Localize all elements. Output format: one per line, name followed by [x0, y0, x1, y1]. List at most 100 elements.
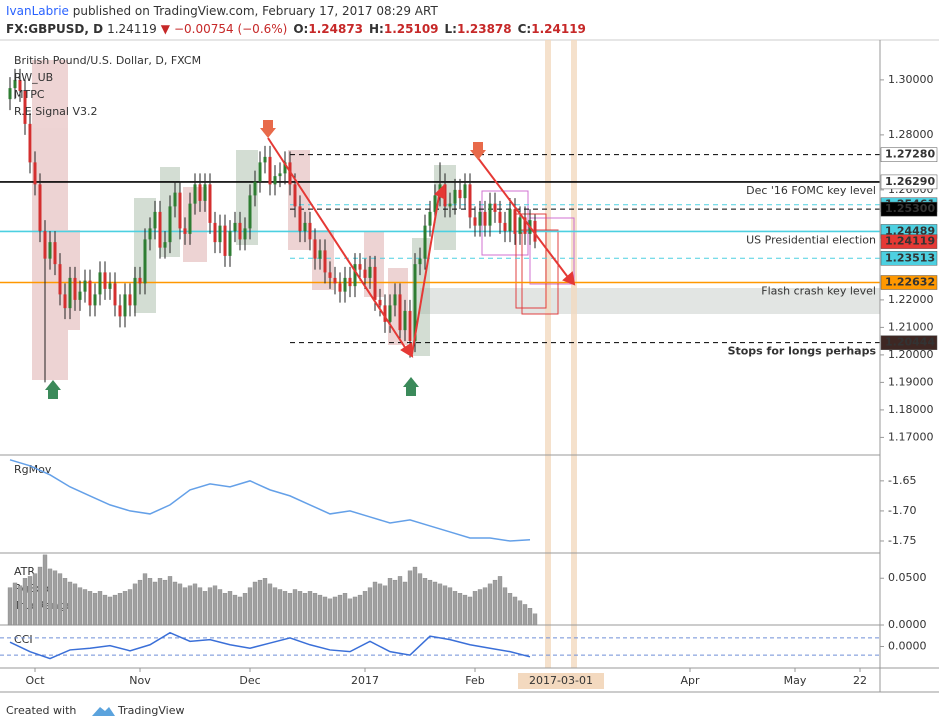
footer-text: Created with	[6, 704, 76, 717]
buy-marker	[406, 387, 416, 396]
x-tick-label: Oct	[25, 674, 45, 687]
bar	[397, 576, 403, 626]
quote-part: C:	[518, 22, 532, 36]
bar	[512, 596, 518, 626]
level-note: Flash crash key level	[761, 285, 876, 298]
candle-body	[273, 176, 277, 185]
bar	[477, 589, 483, 626]
bar	[507, 593, 513, 626]
arrow	[267, 137, 409, 353]
y-tick-label: -1.70	[888, 504, 916, 517]
bar	[117, 593, 123, 626]
bar	[447, 587, 453, 626]
quote-part: 1.23878	[457, 22, 512, 36]
level-label: 1.27280	[885, 148, 935, 161]
candle-body	[18, 79, 22, 91]
sell-marker	[473, 142, 483, 151]
plot-bg	[0, 40, 880, 668]
x-tick-label: Apr	[680, 674, 700, 687]
level-label: 1.23513	[885, 251, 935, 264]
panel-title: CCI	[14, 633, 33, 646]
bar	[432, 581, 438, 626]
candle-body	[88, 280, 92, 306]
candle-body	[33, 162, 37, 185]
box	[515, 213, 547, 309]
bar	[247, 587, 253, 626]
candle-body	[428, 211, 432, 226]
bar	[467, 596, 473, 626]
candle-body	[223, 225, 227, 256]
bar	[422, 578, 428, 626]
bar	[32, 573, 38, 626]
candle-body	[318, 250, 322, 259]
bar	[327, 598, 333, 626]
candle-body	[268, 156, 272, 185]
x-tick-label: Dec	[239, 674, 260, 687]
candle-body	[113, 283, 117, 306]
box	[236, 150, 258, 245]
bar	[502, 587, 508, 626]
bar	[417, 573, 423, 626]
bar	[147, 578, 153, 626]
candle-body	[433, 195, 437, 212]
candle-body	[343, 277, 347, 292]
bar	[337, 594, 343, 626]
level-label: 1.24489	[885, 224, 935, 237]
candle-body	[68, 277, 72, 309]
y-tick-label: 1.21000	[888, 320, 934, 333]
signal-markers	[45, 120, 486, 399]
bar	[172, 581, 178, 626]
bar	[312, 593, 318, 626]
level-label: 1.22632	[885, 276, 935, 289]
candle-body	[488, 203, 492, 226]
candle-body	[508, 209, 512, 232]
candle-body	[398, 294, 402, 331]
bar	[7, 587, 13, 626]
bar	[242, 593, 248, 626]
flash-zone	[420, 288, 880, 314]
bar	[272, 587, 278, 626]
candle-body	[83, 280, 87, 292]
y-tick-label: 1.17000	[888, 430, 934, 443]
y-tick-label: -1.65	[888, 474, 916, 487]
bar	[97, 591, 103, 626]
indicator-label: R.E Signal V3.2	[14, 105, 98, 118]
candle-body	[408, 310, 412, 342]
header-line: IvanLabrie published on TradingView.com,…	[6, 4, 438, 18]
bar	[102, 594, 108, 626]
author[interactable]: IvanLabrie	[6, 4, 69, 18]
bar	[357, 594, 363, 626]
panel-title: ATR	[14, 565, 35, 578]
bar	[522, 604, 528, 626]
candle-body	[358, 264, 362, 270]
candle-body	[213, 222, 217, 243]
level-note: US Presidential election	[746, 233, 876, 246]
bar	[167, 576, 173, 626]
bar	[347, 598, 353, 626]
bar	[267, 583, 273, 626]
candle-body	[38, 184, 42, 232]
bar	[157, 578, 163, 626]
candle-body	[143, 239, 147, 284]
bar	[517, 600, 523, 626]
bar	[262, 578, 268, 626]
footer-brand[interactable]: TradingView	[117, 704, 184, 717]
candle-body	[383, 305, 387, 322]
candle-body	[403, 310, 407, 331]
candle-body	[118, 305, 122, 317]
bar	[192, 583, 198, 626]
level-box	[880, 234, 938, 249]
bar	[382, 585, 388, 626]
quote-part: 1.24119	[531, 22, 586, 36]
bar	[482, 587, 488, 626]
bar	[387, 578, 393, 626]
box	[521, 229, 559, 315]
bar	[492, 579, 498, 626]
bar	[282, 591, 288, 626]
candle-body	[368, 266, 372, 278]
bar	[367, 587, 373, 626]
box	[364, 232, 384, 297]
bar	[57, 573, 63, 626]
candle-body	[93, 294, 97, 306]
bar	[342, 593, 348, 626]
